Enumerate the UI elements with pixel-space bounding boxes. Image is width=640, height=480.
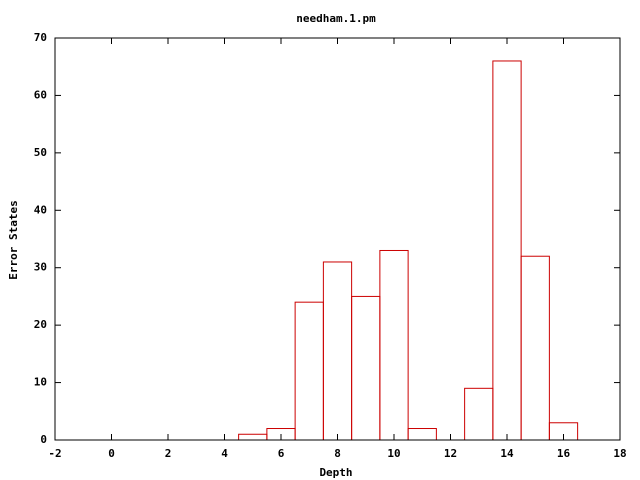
x-tick-label: -2 xyxy=(48,447,61,460)
x-tick-label: 10 xyxy=(387,447,400,460)
y-tick-label: 40 xyxy=(34,203,47,216)
bar xyxy=(322,261,353,441)
y-tick-label: 50 xyxy=(34,146,47,159)
x-tick-label: 4 xyxy=(221,447,228,460)
y-tick-label: 60 xyxy=(34,88,47,101)
x-tick-label: 8 xyxy=(334,447,341,460)
bar xyxy=(351,295,381,441)
chart-title: needham.1.pm xyxy=(296,12,376,25)
x-tick-label: 2 xyxy=(165,447,172,460)
y-tick-label: 0 xyxy=(40,433,47,446)
bar xyxy=(464,387,494,441)
y-tick-label: 10 xyxy=(34,376,47,389)
y-tick-label: 70 xyxy=(34,31,47,44)
x-tick-label: 0 xyxy=(108,447,115,460)
bar xyxy=(379,249,409,441)
bar xyxy=(294,301,324,441)
x-tick-label: 6 xyxy=(278,447,285,460)
bar xyxy=(238,433,268,441)
bar xyxy=(407,428,437,441)
y-tick-label: 30 xyxy=(34,261,47,274)
x-tick-label: 18 xyxy=(613,447,626,460)
x-axis-label: Depth xyxy=(319,466,352,479)
plot-border xyxy=(54,37,621,441)
y-axis-label: Error States xyxy=(7,200,20,279)
bar xyxy=(492,60,522,441)
bar xyxy=(520,255,550,441)
x-tick-label: 16 xyxy=(557,447,571,460)
y-tick-label: 20 xyxy=(34,318,47,331)
x-tick-label: 14 xyxy=(500,447,514,460)
x-tick-label: 12 xyxy=(444,447,457,460)
